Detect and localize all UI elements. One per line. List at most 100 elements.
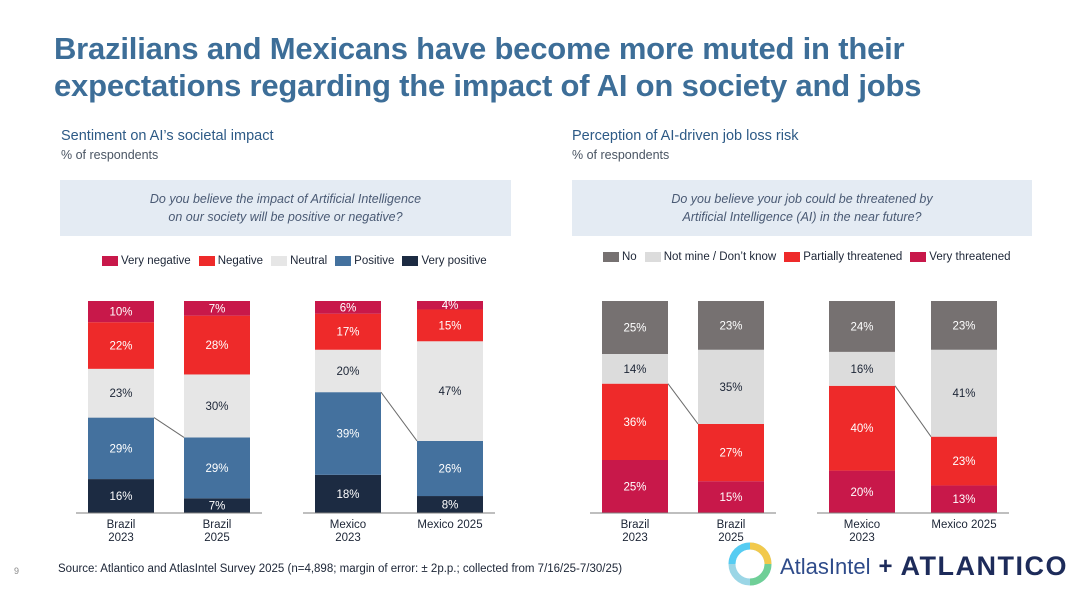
right-bar-segment: [698, 349, 764, 424]
right-data-label: 35%: [719, 382, 742, 394]
left-category-label: Mexico: [330, 519, 366, 531]
left-legend-item: Very positive: [402, 255, 487, 267]
right-data-label: 20%: [850, 487, 873, 499]
right-category-label: Mexico: [844, 519, 880, 531]
left-bar-segment: [88, 479, 154, 513]
right-bar-segment: [931, 301, 997, 350]
left-question-line-1: Do you believe the impact of Artificial …: [149, 192, 422, 206]
left-chart-title: Sentiment on AI’s societal impact: [61, 128, 274, 144]
page-title: Brazilians and Mexicans have become more…: [54, 30, 1034, 104]
right-data-label: 23%: [952, 320, 975, 332]
left-legend-swatch: [335, 256, 352, 266]
right-bar-segment: [931, 485, 997, 513]
left-data-label: 7%: [209, 303, 226, 315]
right-legend-item: No: [603, 251, 637, 263]
right-category-label: 2025: [718, 532, 744, 544]
left-data-label: 26%: [438, 463, 461, 475]
right-bar-segment: [829, 385, 895, 471]
right-bar-segment: [829, 301, 895, 352]
left-bar-segment: [417, 309, 483, 342]
left-legend-swatch: [271, 256, 288, 266]
right-bar-segment: [602, 301, 668, 354]
right-data-label: 27%: [719, 448, 742, 460]
left-legend-swatch: [402, 256, 419, 266]
left-data-label: 10%: [109, 307, 132, 319]
left-bar-segment: [184, 374, 250, 438]
right-connector-line: [894, 385, 932, 437]
left-bar-segment: [184, 315, 250, 375]
right-legend: No Not mine / Don’t know Partially threate…: [603, 251, 1019, 263]
left-legend-label: Positive: [354, 255, 395, 267]
right-legend-label: No: [622, 251, 637, 263]
left-bar-segment: [417, 301, 483, 310]
right-category-label: 2023: [849, 532, 875, 544]
left-data-label: 30%: [205, 401, 228, 413]
left-bar-segment: [315, 392, 381, 475]
right-category-label: Brazil: [621, 519, 650, 531]
left-legend-swatch: [102, 256, 118, 266]
right-data-label: 36%: [623, 417, 646, 429]
right-legend-label: Partially threatened: [803, 251, 903, 263]
right-data-label: 14%: [623, 364, 646, 376]
left-bar-segment: [315, 313, 381, 350]
left-category-label: Mexico 2025: [417, 519, 482, 531]
logo-area: AtlasIntel + ATLANTICO: [728, 542, 1068, 591]
left-data-label: 39%: [336, 429, 359, 441]
right-chart-unit: % of respondents: [572, 148, 670, 162]
left-data-label: 47%: [438, 386, 461, 398]
right-data-label: 25%: [623, 482, 646, 494]
left-legend-item: Negative: [198, 255, 264, 267]
page-number: 9: [14, 566, 20, 576]
right-stacked-bar-chart: 25% 36% 14% 25% Brazil 2023 15% 27% 35% 23% Brazil…: [590, 301, 1009, 544]
right-data-label: 24%: [850, 321, 873, 333]
right-data-label: 23%: [952, 456, 975, 468]
left-legend-label: Negative: [217, 255, 264, 267]
left-data-label: 28%: [205, 340, 228, 352]
right-data-label: 41%: [952, 388, 975, 400]
left-data-label: 15%: [438, 320, 461, 332]
left-bar-segment: [88, 322, 154, 369]
left-bar-segment: [184, 301, 250, 316]
right-legend-swatch: [644, 252, 661, 262]
left-bar-segment: [184, 437, 250, 499]
right-legend-swatch: [910, 252, 927, 262]
right-bar-segment: [829, 470, 895, 513]
left-connector-line: [380, 391, 418, 442]
left-question-line-2: on our society will be positive or negat…: [168, 210, 403, 224]
right-legend-item: Very threatened: [910, 251, 1011, 263]
left-bar-segment: [184, 498, 250, 513]
left-data-label: 6%: [340, 302, 357, 314]
right-legend-item: Not mine / Don’t know: [644, 251, 777, 263]
right-data-label: 16%: [850, 364, 873, 376]
right-legend-swatch: [603, 252, 619, 262]
left-bar-segment: [88, 301, 154, 323]
left-data-label: 22%: [109, 341, 132, 353]
right-legend-item: Partially threatened: [784, 251, 902, 263]
right-bar-segment: [602, 354, 668, 384]
left-legend-item: Positive: [335, 255, 394, 267]
right-question-box: Do you believe your job could be threate…: [572, 180, 1032, 236]
right-data-label: 25%: [623, 323, 646, 335]
right-bar-segment: [602, 383, 668, 460]
right-question-line-1: Do you believe your job could be threate…: [671, 192, 933, 206]
left-question-box: Do you believe the impact of Artificial …: [60, 180, 511, 236]
right-data-label: 13%: [952, 494, 975, 506]
right-data-label: 15%: [719, 492, 742, 504]
right-bar-segment: [931, 349, 997, 437]
left-bar-segment: [315, 349, 381, 393]
left-bar-segment: [417, 341, 483, 441]
left-data-label: 29%: [109, 443, 132, 455]
right-category-label: Brazil: [717, 519, 746, 531]
title-line-1: Brazilians and Mexicans have become more…: [54, 31, 905, 66]
right-bar-segment: [698, 481, 764, 513]
left-data-label: 7%: [209, 501, 226, 513]
right-legend-label: Not mine / Don’t know: [663, 251, 777, 263]
left-category-label: 2023: [108, 532, 134, 544]
atlasintel-logo-icon: [728, 542, 772, 591]
right-bar-segment: [602, 460, 668, 513]
right-question-line-2: Artificial Intelligence (AI) in the near…: [682, 210, 922, 224]
left-bar-segment: [417, 440, 483, 497]
atlasintel-wordmark: AtlasIntel: [780, 553, 871, 579]
left-legend-item: Very negative: [102, 255, 191, 267]
right-question-text: Do you believe your job could be threate…: [671, 190, 932, 226]
